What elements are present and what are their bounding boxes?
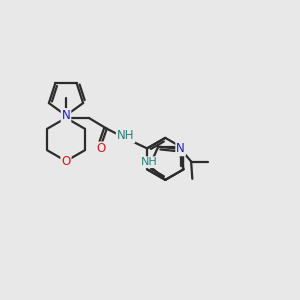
Text: O: O [96,142,105,155]
Text: N: N [61,109,70,122]
Text: NH: NH [117,129,134,142]
Text: N: N [176,142,185,155]
Text: NH: NH [141,157,158,167]
Text: O: O [61,154,70,168]
